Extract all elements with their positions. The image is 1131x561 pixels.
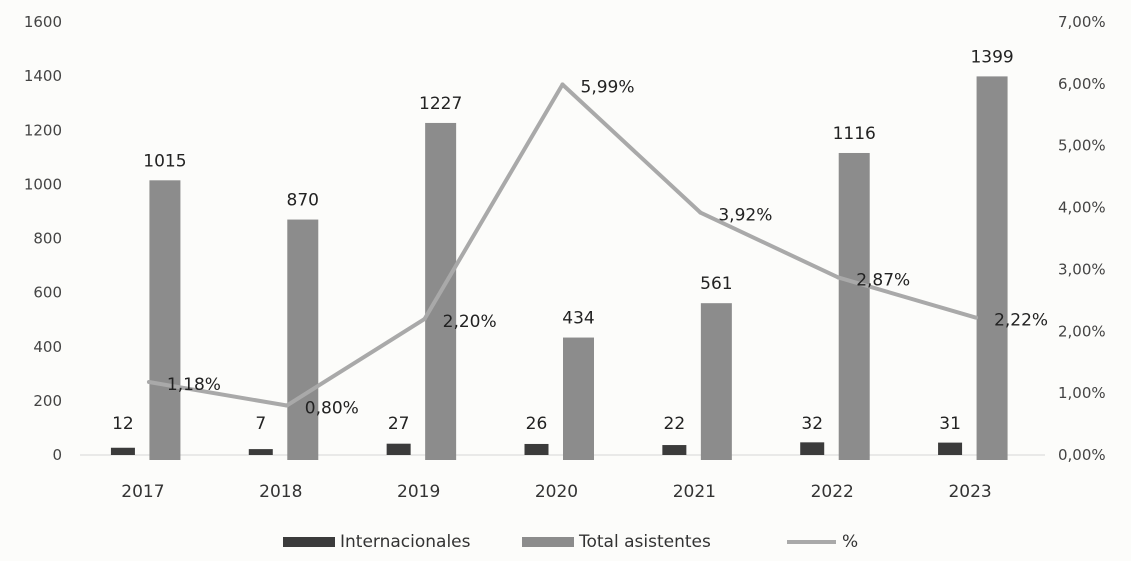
bar-internacionales <box>248 449 273 455</box>
y-left-tick-label: 400 <box>33 338 62 356</box>
bar-internacionales <box>800 442 825 455</box>
bar-total-asistentes <box>287 219 319 460</box>
data-label-percent: 2,20% <box>443 312 497 332</box>
bar-total-asistentes <box>149 180 181 461</box>
data-label-total-asistentes: 1399 <box>970 47 1013 67</box>
data-label-total-asistentes: 1015 <box>143 151 186 171</box>
y-right-tick-label: 3,00% <box>1058 260 1106 278</box>
point-percent <box>836 275 841 280</box>
data-label-internacionales: 26 <box>526 414 548 434</box>
data-label-internacionales: 12 <box>112 414 134 434</box>
point-percent <box>146 380 151 385</box>
data-label-total-asistentes: 561 <box>700 274 732 294</box>
data-label-internacionales: 27 <box>388 414 410 434</box>
bar-internacionales <box>662 445 687 455</box>
x-tick-label: 2021 <box>673 482 716 502</box>
y-right-tick-label: 4,00% <box>1058 199 1106 217</box>
point-percent <box>422 316 427 321</box>
data-label-internacionales: 31 <box>939 414 961 434</box>
bar-internacionales <box>524 443 549 455</box>
data-label-percent: 0,80% <box>305 399 359 419</box>
point-percent <box>284 403 289 408</box>
y-left-tick-label: 1200 <box>24 121 62 139</box>
legend-label-internacionales: Internacionales <box>340 532 471 552</box>
data-label-total-asistentes: 870 <box>287 191 319 211</box>
bar-total-asistentes <box>838 152 870 461</box>
legend-swatch-internacionales <box>283 537 335 547</box>
data-label-internacionales: 32 <box>801 414 823 434</box>
data-label-total-asistentes: 434 <box>562 309 594 329</box>
point-percent <box>698 210 703 215</box>
bar-internacionales <box>386 443 411 455</box>
x-tick-label: 2022 <box>811 482 854 502</box>
data-label-percent: 1,18% <box>167 375 221 395</box>
bar-total-asistentes <box>976 76 1008 460</box>
y-right-tick-label: 5,00% <box>1058 137 1106 155</box>
data-label-internacionales: 22 <box>664 414 686 434</box>
data-label-total-asistentes: 1227 <box>419 94 462 114</box>
bar-internacionales <box>110 447 135 455</box>
point-percent <box>560 82 565 87</box>
x-tick-label: 2019 <box>397 482 440 502</box>
legend-label-total-asistentes: Total asistentes <box>578 532 711 552</box>
data-label-percent: 3,92% <box>718 206 772 226</box>
y-right-tick-label: 6,00% <box>1058 75 1106 93</box>
data-label-total-asistentes: 1116 <box>833 124 876 144</box>
y-left-tick-label: 800 <box>33 230 62 248</box>
y-left-tick-label: 200 <box>33 392 62 410</box>
data-label-percent: 2,22% <box>994 311 1048 331</box>
x-tick-label: 2017 <box>121 482 164 502</box>
data-label-percent: 5,99% <box>581 77 635 97</box>
y-right-tick-label: 2,00% <box>1058 322 1106 340</box>
y-left-tick-label: 1400 <box>24 67 62 85</box>
x-tick-label: 2018 <box>259 482 302 502</box>
y-left-tick-label: 0 <box>52 446 62 464</box>
legend-label-percent: % <box>842 532 858 552</box>
y-left-tick-label: 600 <box>33 284 62 302</box>
y-left-tick-label: 1000 <box>24 175 62 193</box>
bar-total-asistentes <box>563 337 594 460</box>
y-left-tick-label: 1600 <box>24 13 62 31</box>
data-label-internacionales: 7 <box>255 414 266 434</box>
bar-total-asistentes <box>700 303 732 460</box>
bar-internacionales <box>938 442 963 455</box>
point-percent <box>974 315 979 320</box>
x-tick-label: 2020 <box>535 482 578 502</box>
data-label-percent: 2,87% <box>856 270 910 290</box>
y-right-tick-label: 0,00% <box>1058 446 1106 464</box>
y-right-tick-label: 7,00% <box>1058 13 1106 31</box>
y-right-tick-label: 1,00% <box>1058 384 1106 402</box>
x-tick-label: 2023 <box>948 482 991 502</box>
legend-swatch-total-asistentes <box>522 537 574 547</box>
